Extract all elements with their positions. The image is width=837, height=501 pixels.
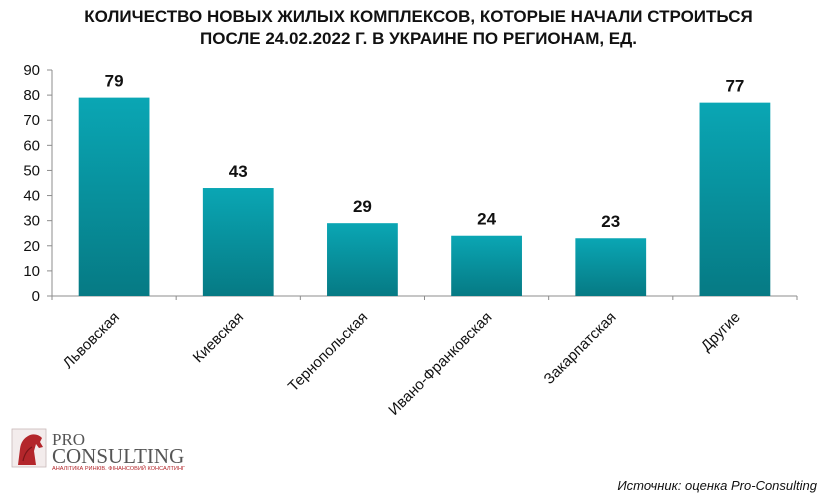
chart-bars (78, 97, 771, 297)
data-label: 23 (601, 212, 620, 231)
y-tick-label: 60 (23, 137, 40, 154)
bar (202, 188, 274, 296)
chart-title-line-2: ПОСЛЕ 24.02.2022 Г. В УКРАИНЕ ПО РЕГИОНА… (200, 29, 637, 48)
data-label: 29 (353, 197, 372, 216)
bar (575, 238, 647, 296)
y-tick-label: 10 (23, 263, 40, 280)
chart-title-line-1: КОЛИЧЕСТВО НОВЫХ ЖИЛЫХ КОМПЛЕКСОВ, КОТОР… (84, 7, 753, 26)
x-category-label: Тернопольская (285, 309, 371, 395)
pro-consulting-logo: PRO CONSULTING АНАЛІТИКА РИНКІВ. ФІНАНСО… (10, 425, 210, 475)
y-tick-label: 20 (23, 238, 40, 255)
data-label: 77 (725, 77, 744, 96)
y-tick-label: 70 (23, 112, 40, 129)
y-tick-label: 30 (23, 213, 40, 230)
chart-title: КОЛИЧЕСТВО НОВЫХ ЖИЛЫХ КОМПЛЕКСОВ, КОТОР… (0, 6, 837, 50)
horse-emblem-icon (11, 428, 47, 468)
data-label: 79 (105, 72, 124, 91)
y-tick-label: 0 (32, 288, 40, 305)
x-category-label: Львовская (60, 309, 123, 372)
bar (327, 223, 398, 296)
y-tick-label: 50 (23, 162, 40, 179)
chart-axes: 0 10 20 30 40 50 60 70 80 90 (23, 62, 798, 305)
data-label: 43 (229, 162, 248, 181)
x-category-label: Другие (698, 309, 744, 355)
y-tick-label: 90 (23, 62, 40, 79)
bar (699, 102, 771, 297)
x-category-label: Ивано-Франковская (385, 309, 495, 419)
x-category-label: Закарпатская (541, 309, 620, 388)
bar (78, 97, 150, 296)
source-note: Источник: оценка Pro-Consulting (617, 478, 817, 493)
logo-consulting-text: CONSULTING (52, 444, 184, 468)
data-label: 24 (477, 210, 496, 229)
logo-pro-text: PRO (52, 430, 85, 449)
x-category-label: Киевская (190, 309, 247, 366)
y-tick-label: 40 (23, 188, 40, 205)
y-tick-label: 80 (23, 87, 40, 104)
logo-tagline-text: АНАЛІТИКА РИНКІВ. ФІНАНСОВИЙ КОНСАЛТИНГ (52, 464, 185, 472)
bar (451, 235, 522, 296)
